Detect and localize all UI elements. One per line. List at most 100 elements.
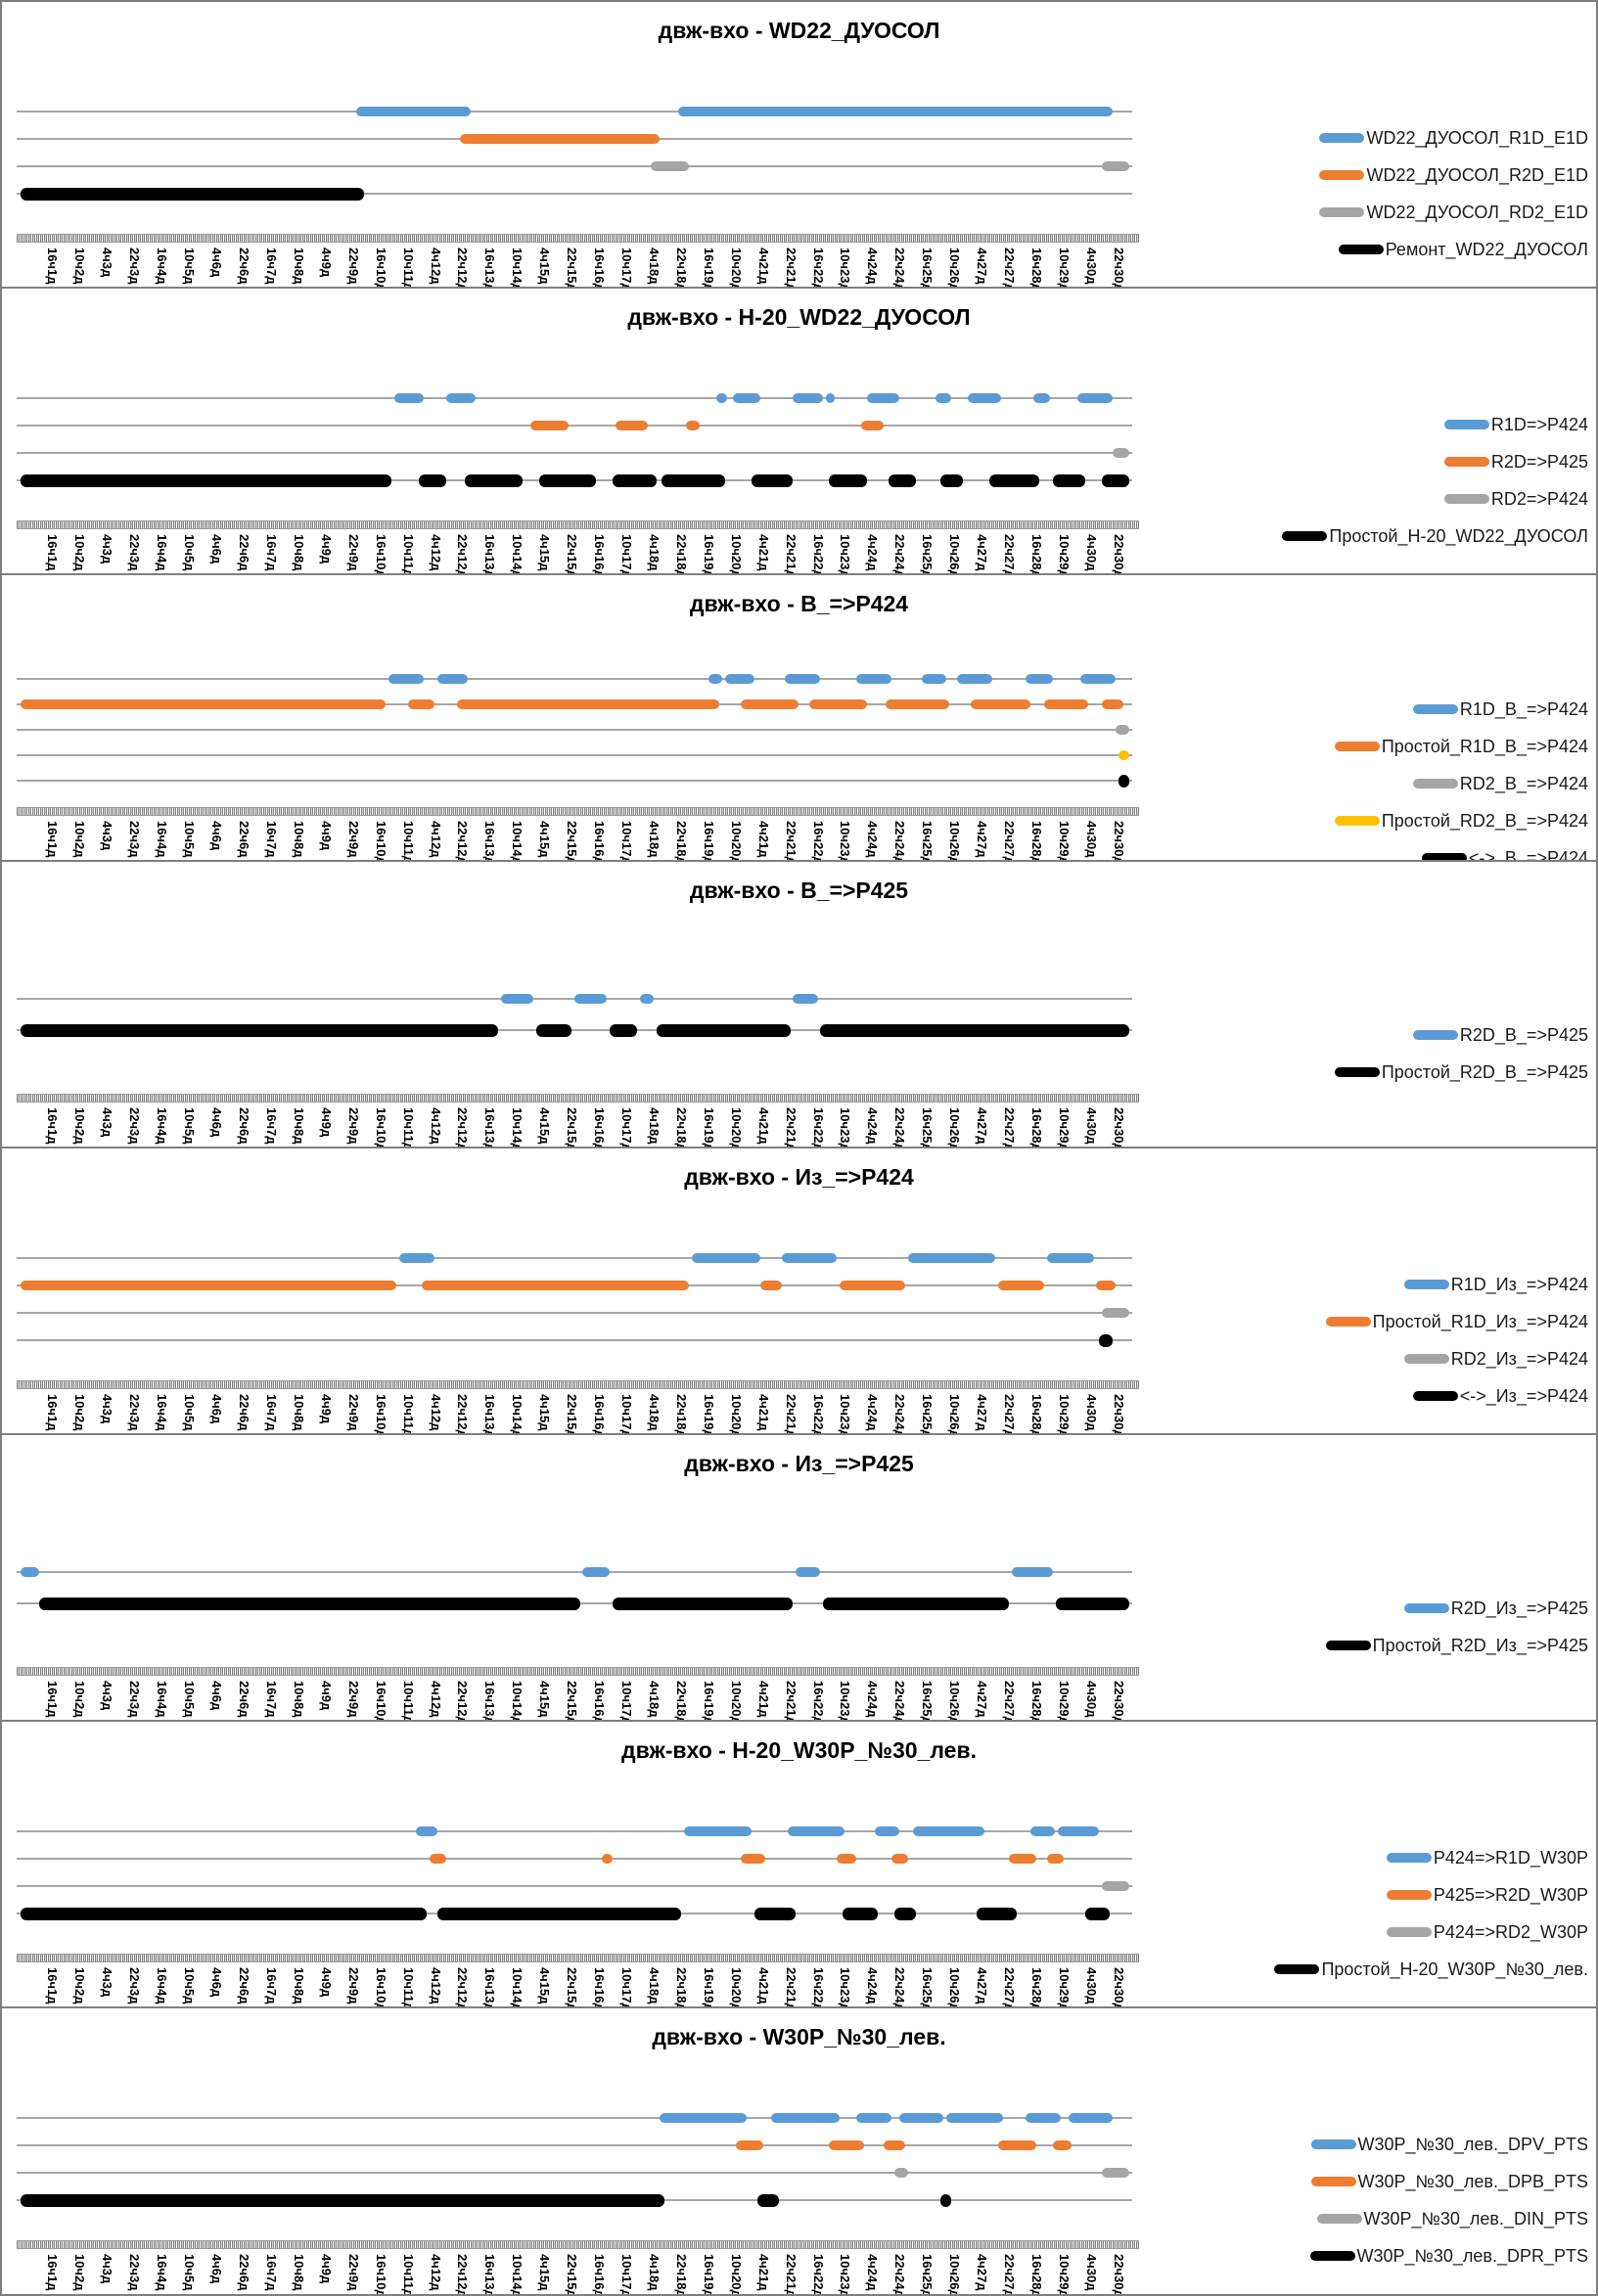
x-axis-label: 22ч15д — [565, 534, 580, 575]
series-gridline — [17, 729, 1132, 731]
x-axis-label: 4ч12д — [428, 248, 443, 285]
timeline-segment-blue — [445, 393, 477, 403]
x-axis-label: 16ч13д — [482, 821, 498, 862]
x-axis-label: 22ч30д — [1111, 1394, 1126, 1435]
timeline-segment-blue — [787, 1826, 845, 1836]
legend-row: Простой_R2D_Из_=>P425 — [1325, 1627, 1588, 1664]
x-axis-label: 16ч19д — [701, 1681, 716, 1722]
timeline-segment-blue — [399, 1253, 435, 1263]
x-axis-label: 10ч23д — [838, 248, 853, 289]
timeline-segment-blue — [1047, 1253, 1094, 1263]
x-axis-label: 22ч21д — [783, 1394, 799, 1435]
x-axis-label: 22ч12д — [455, 248, 471, 289]
legend-label: Простой_R2D_В_=>P425 — [1381, 1061, 1588, 1082]
x-axis-label: 16ч13д — [482, 1967, 498, 2008]
x-axis-label: 10ч26д — [947, 2254, 963, 2295]
x-axis-label: 22ч27д — [1002, 534, 1018, 575]
timeline-segment-black — [1118, 774, 1129, 788]
timeline-segment-orange — [686, 421, 701, 430]
x-axis-label: 10ч11д — [400, 1107, 416, 1148]
series-gridline — [17, 2144, 1132, 2146]
x-axis-label: 4ч15д — [537, 1681, 553, 1718]
timeline-segment-black — [1085, 1907, 1111, 1920]
x-axis-label: 16ч10д — [373, 1967, 388, 2008]
x-axis-label: 10ч29д — [1056, 1681, 1072, 1722]
x-axis-tick-band — [17, 1380, 1139, 1389]
x-axis-label: 22ч6д — [236, 534, 251, 571]
x-axis-label: 16ч10д — [373, 1107, 388, 1148]
x-axis-label: 10ч14д — [510, 1967, 525, 2008]
x-axis-label: 22ч24д — [892, 1107, 908, 1148]
timeline-segment-orange — [997, 1281, 1045, 1290]
timeline-segment-gray — [651, 161, 690, 171]
legend-label: Ремонт_WD22_ДУОСОЛ — [1385, 239, 1588, 259]
x-axis-label: 22ч24д — [892, 1967, 908, 2008]
x-axis-label: 10ч26д — [947, 1107, 963, 1148]
timeline-segment-black — [1055, 1597, 1130, 1610]
x-axis-label: 10ч29д — [1056, 821, 1072, 862]
x-axis-label: 16ч13д — [482, 1107, 498, 1148]
series-gridline — [17, 1029, 1132, 1031]
timeline-segment-orange — [1047, 1854, 1064, 1864]
legend-label: W30P_№30_лев._DPB_PTS — [1357, 2171, 1589, 2191]
x-axis-label: 16ч16д — [592, 534, 608, 575]
x-axis-label: 16ч25д — [920, 248, 936, 289]
timeline-segment-black — [465, 473, 523, 487]
timeline-segment-blue — [582, 1567, 611, 1577]
timeline-segment-blue — [825, 393, 835, 403]
x-axis-label: 22ч21д — [783, 534, 799, 575]
chart-title: двж-вхо - WD22_ДУОСОЛ — [658, 18, 940, 43]
x-axis-label: 4ч9д — [318, 2254, 334, 2284]
x-axis-label: 10ч8д — [291, 1967, 306, 2004]
x-axis-label: 22ч24д — [892, 1394, 908, 1435]
x-axis-label: 10ч17д — [619, 1681, 634, 1722]
legend-label: R1D_В_=>P424 — [1459, 698, 1588, 719]
x-axis-label: 10ч2д — [72, 821, 88, 858]
legend-row: Ремонт_WD22_ДУОСОЛ — [1319, 231, 1588, 268]
x-axis-label: 4ч18д — [646, 2254, 662, 2291]
x-axis-label: 4ч30д — [1083, 1681, 1099, 1718]
x-axis-label: 10ч23д — [838, 1107, 853, 1148]
x-axis-label: 4ч21д — [755, 821, 771, 858]
x-axis-label: 22ч21д — [783, 1967, 799, 2008]
x-axis-label: 10ч20д — [728, 821, 744, 862]
timeline-segment-black — [976, 1907, 1018, 1920]
x-axis-tick-band — [17, 234, 1139, 243]
x-axis-label: 16ч10д — [373, 1394, 388, 1435]
x-axis-label: 4ч24д — [865, 2254, 881, 2291]
x-axis-label: 22ч18д — [673, 534, 689, 575]
timeline-segment-black — [20, 1023, 498, 1037]
timeline-segment-orange — [601, 1854, 614, 1864]
series-gridline — [17, 1830, 1132, 1832]
x-axis-label: 22ч18д — [673, 821, 689, 862]
x-axis-label: 16ч25д — [920, 1394, 936, 1435]
x-axis-label: 22ч24д — [892, 2254, 908, 2295]
x-axis-label: 4ч6д — [209, 1681, 225, 1711]
x-axis-label: 10ч8д — [291, 821, 306, 858]
x-axis-label: 4ч21д — [755, 1107, 771, 1145]
x-axis-label: 10ч5д — [182, 1967, 198, 2004]
timeline-segment-gray — [1115, 725, 1130, 735]
timeline-segment-orange — [890, 1854, 908, 1864]
x-axis-label: 4ч6д — [209, 534, 225, 564]
timeline-segment-blue — [415, 1826, 438, 1836]
timeline-segment-orange — [837, 1854, 856, 1864]
x-axis-label: 16ч16д — [592, 248, 608, 289]
x-axis-label: 16ч22д — [810, 1107, 826, 1148]
timeline-segment-orange — [615, 421, 649, 430]
x-axis-label: 22ч27д — [1002, 821, 1018, 862]
legend-label: W30P_№30_лев._DPV_PTS — [1357, 2134, 1589, 2154]
legend-marker-icon — [1316, 2214, 1362, 2224]
x-axis-label: 4ч27д — [975, 1107, 990, 1145]
timeline-segment-blue — [437, 674, 468, 684]
x-axis-label: 10ч11д — [400, 821, 416, 862]
timeline-segment-black — [20, 1907, 428, 1920]
legend-row: Простой_R1D_В_=>P424 — [1334, 728, 1588, 765]
x-axis-label: 10ч5д — [182, 1681, 198, 1718]
x-axis-label: 10ч11д — [400, 1967, 416, 2008]
legend-marker-icon — [1334, 816, 1380, 826]
x-axis-label: 10ч2д — [72, 1107, 88, 1145]
x-axis-label: 16ч13д — [482, 248, 498, 289]
x-axis-label: 10ч5д — [182, 534, 198, 571]
timeline-segment-orange — [970, 699, 1031, 709]
